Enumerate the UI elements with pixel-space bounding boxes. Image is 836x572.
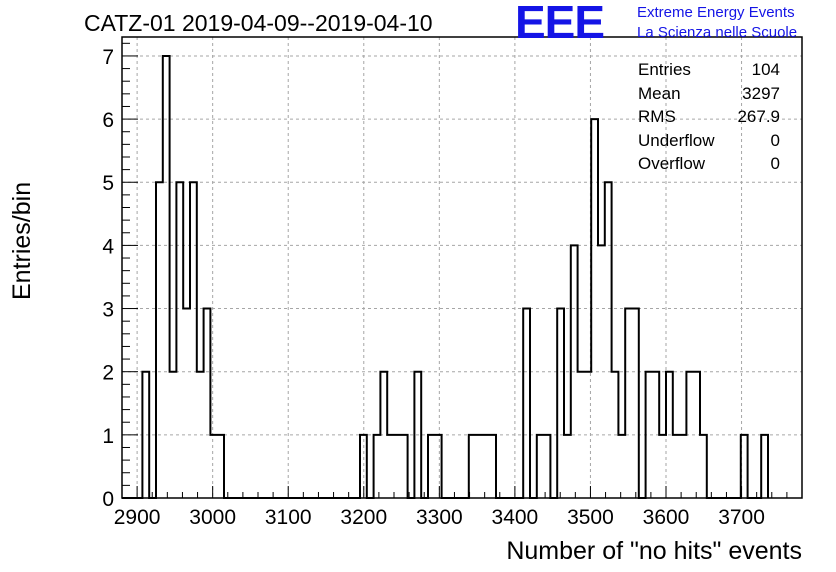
y-tick-label: 1 bbox=[102, 425, 114, 448]
x-tick-label: 2900 bbox=[114, 506, 161, 529]
stats-box: Entries 104 Mean 3297 RMS 267.9 Underflo… bbox=[638, 58, 780, 176]
y-tick-label: 5 bbox=[102, 172, 114, 195]
y-tick-label: 4 bbox=[102, 235, 114, 258]
y-axis-label: Entries/bin bbox=[8, 181, 36, 300]
x-tick-label: 3400 bbox=[492, 506, 539, 529]
x-axis-ticks: 2900 3000 3100 3200 3300 3400 3500 3600 3700 bbox=[114, 486, 803, 529]
stat-rms-value: 267.9 bbox=[737, 107, 780, 126]
x-tick-label: 3500 bbox=[567, 506, 614, 529]
stat-mean-value: 3297 bbox=[742, 83, 780, 103]
stat-mean-label: Mean bbox=[638, 83, 681, 103]
stat-rms: RMS 267.9 bbox=[638, 105, 780, 129]
x-tick-label: 3600 bbox=[643, 506, 690, 529]
stat-entries-value: 104 bbox=[751, 60, 780, 79]
stat-overflow-value: 0 bbox=[770, 154, 780, 173]
x-axis-label: Number of "no hits" events bbox=[506, 537, 802, 565]
stat-underflow: Underflow 0 bbox=[638, 129, 780, 153]
logo-line-1: Extreme Energy Events bbox=[637, 4, 795, 21]
stat-rms-label: RMS bbox=[638, 107, 676, 126]
y-axis-ticks: 0 1 2 3 4 5 6 7 bbox=[102, 42, 138, 511]
stat-overflow: Overflow 0 bbox=[638, 152, 780, 176]
plot-frame bbox=[121, 36, 803, 499]
y-tick-label: 0 bbox=[102, 488, 114, 511]
y-tick-label: 2 bbox=[102, 362, 114, 385]
x-tick-label: 3700 bbox=[718, 506, 765, 529]
stat-underflow-value: 0 bbox=[770, 130, 780, 150]
stat-overflow-label: Overflow bbox=[638, 154, 706, 173]
logo-mark: EEE bbox=[515, 0, 605, 48]
stat-entries-label: Entries bbox=[638, 60, 691, 79]
y-tick-label: 6 bbox=[102, 109, 114, 132]
y-tick-label: 3 bbox=[102, 299, 114, 322]
x-tick-label: 3100 bbox=[265, 506, 312, 529]
stat-mean: Mean 3297 bbox=[638, 82, 780, 106]
y-tick-label: 7 bbox=[102, 46, 114, 69]
x-tick-label: 3000 bbox=[189, 506, 236, 529]
x-tick-label: 3200 bbox=[340, 506, 387, 529]
chart-title: CATZ-01 2019-04-09--2019-04-10 bbox=[84, 10, 433, 36]
stat-underflow-label: Underflow bbox=[638, 130, 715, 150]
logo-line-2: La Scienza nelle Scuole bbox=[637, 24, 798, 41]
x-tick-label: 3300 bbox=[416, 506, 463, 529]
stat-entries: Entries 104 bbox=[638, 58, 780, 82]
